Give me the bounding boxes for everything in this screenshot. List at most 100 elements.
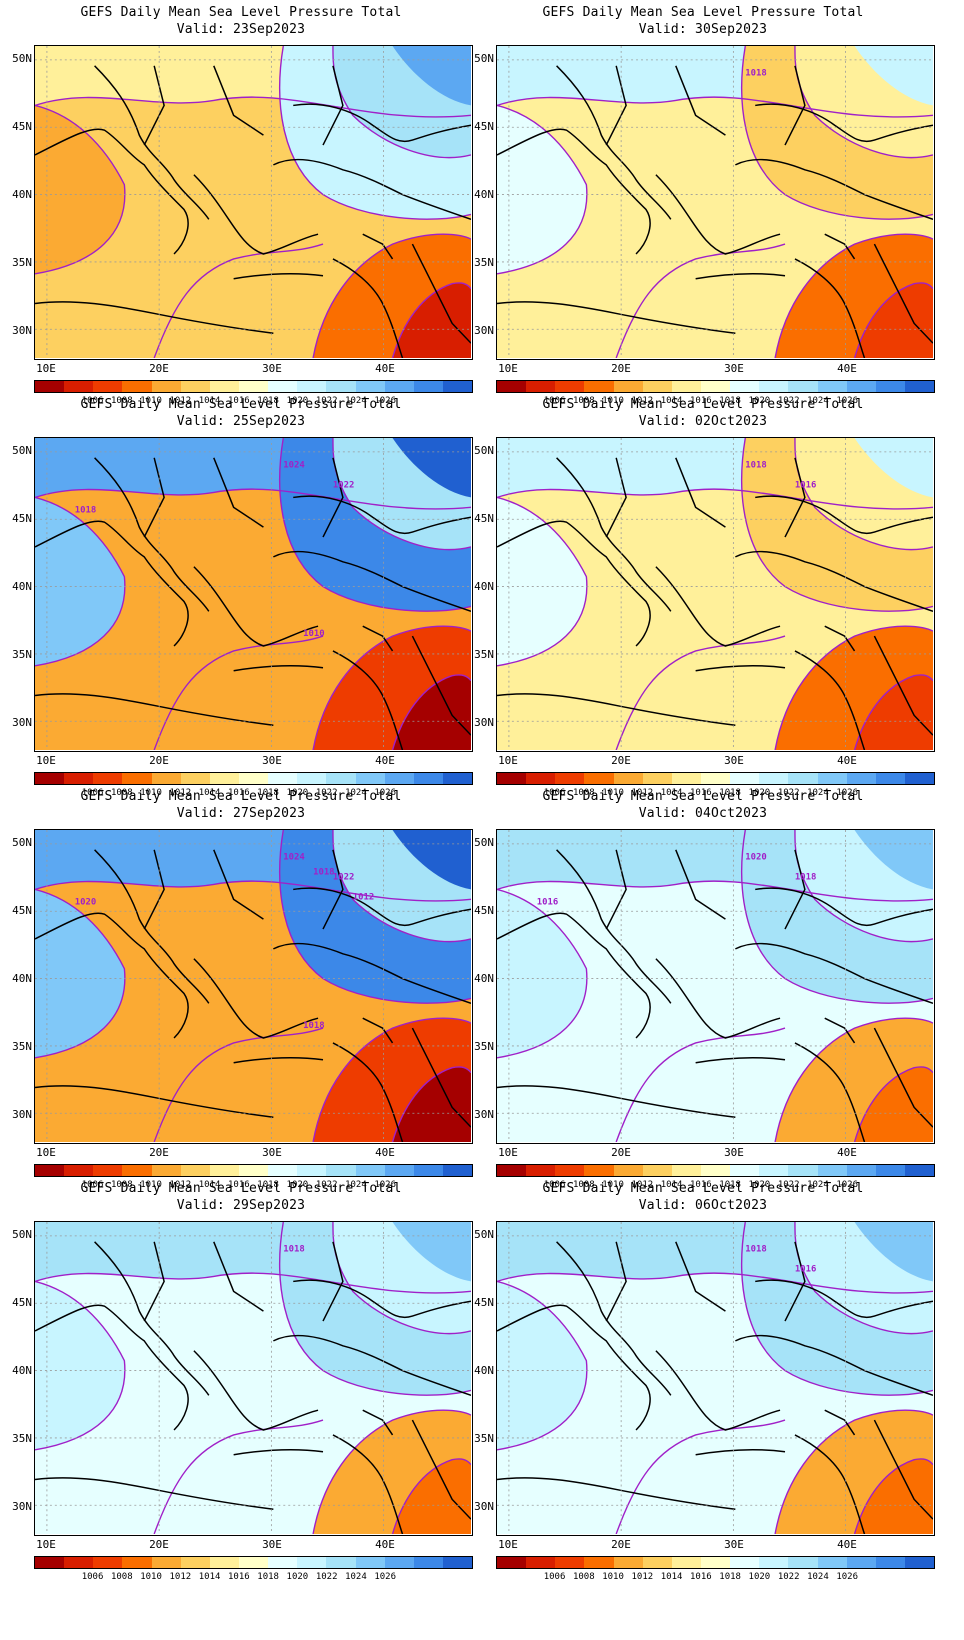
isobar-line (391, 282, 471, 358)
pressure-map: 1024 1022 1020 1018 1018 1012 (34, 829, 473, 1144)
lon-label: 30E (724, 362, 744, 375)
pressure-map: 1018 1016 (496, 1221, 935, 1536)
lat-label: 30N (474, 324, 494, 337)
isobar-label: 1012 (353, 892, 374, 902)
pressure-field (392, 1066, 471, 1142)
pressure-field (854, 830, 933, 890)
colorbar-label: 1014 (660, 1572, 683, 1582)
coastline (273, 1334, 471, 1397)
lat-label: 35N (12, 256, 32, 269)
isobar-line (774, 1409, 933, 1534)
coastline (824, 1409, 856, 1436)
lat-label: 40N (474, 1364, 494, 1377)
lon-label: 30E (262, 362, 282, 375)
colorbar-swatch (151, 1557, 181, 1568)
colorbar-swatch (613, 1557, 643, 1568)
colorbar-swatch (671, 1165, 701, 1176)
colorbar-label: 1006 (81, 1180, 104, 1190)
panel-valid-date: Valid: 30Sep2023 (638, 22, 768, 37)
colorbar-label: 1024 (345, 1180, 367, 1190)
colorbar-swatch (151, 1165, 181, 1176)
lat-label: 40N (474, 580, 494, 593)
isobar-line (741, 830, 933, 1004)
coastline (193, 174, 319, 255)
isobar-line (279, 46, 471, 220)
colorbar-label: 1012 (631, 1180, 654, 1190)
isobar-line (35, 1272, 471, 1294)
coastline (497, 693, 736, 726)
pressure-map: 1020 1018 1016 (496, 829, 935, 1144)
lat-label: 50N (474, 444, 494, 457)
colorbar-label: 1008 (110, 1572, 133, 1582)
coastline (362, 1017, 394, 1044)
colorbar (496, 772, 935, 785)
lat-label: 40N (12, 188, 32, 201)
panel-valid-date: Valid: 02Oct2023 (638, 414, 768, 429)
isobar-line (497, 488, 933, 510)
coastline (735, 1334, 933, 1397)
colorbar-swatch (788, 773, 818, 784)
coastline (794, 650, 866, 750)
coastline (873, 1419, 933, 1520)
lat-label: 45N (474, 120, 494, 133)
colorbar-label: 1024 (807, 396, 829, 406)
coastline (675, 1241, 726, 1312)
colorbar-label: 1026 (374, 788, 397, 798)
colorbar-swatch (846, 381, 876, 392)
colorbar-swatch (35, 1165, 65, 1176)
colorbar-label: 1024 (345, 1572, 367, 1582)
pressure-field (854, 674, 933, 750)
lat-label: 30N (12, 1108, 32, 1121)
isobar-label: 1016 (795, 1265, 816, 1275)
coastline (94, 849, 210, 1004)
colorbar-swatch (875, 381, 905, 392)
colorbar-label: 1014 (198, 1180, 221, 1190)
colorbar-swatch (64, 1557, 94, 1568)
colorbar-label: 1010 (602, 788, 624, 798)
colorbar-swatch (384, 1557, 414, 1568)
isobar-label: 1018 (313, 868, 334, 878)
coastline (332, 258, 404, 358)
colorbar-swatch (122, 1557, 152, 1568)
isobar-line (497, 880, 933, 902)
lat-label: 35N (474, 256, 494, 269)
lat-label: 35N (474, 1040, 494, 1053)
isobar-line (497, 496, 588, 667)
pressure-field (35, 497, 125, 666)
pressure-field (392, 1222, 471, 1282)
isobar-line (312, 1017, 471, 1142)
map-panel: GEFS Daily Mean Sea Level Pressure Total… (462, 1176, 944, 1586)
lon-label: 40E (837, 1538, 857, 1551)
colorbar-label: 1022 (315, 396, 338, 406)
colorbar-label: 1026 (374, 1572, 397, 1582)
lon-label: 30E (724, 754, 744, 767)
lat-label: 45N (12, 1296, 32, 1309)
colorbar-swatch (180, 773, 210, 784)
colorbar-swatch (730, 1165, 760, 1176)
panel-title: GEFS Daily Mean Sea Level Pressure Total (542, 397, 864, 412)
colorbar (496, 380, 935, 393)
coastline (556, 849, 672, 1004)
colorbar-swatch (642, 1557, 672, 1568)
colorbar-label: 1010 (140, 788, 162, 798)
colorbar-swatch (700, 1165, 731, 1176)
lon-label: 20E (611, 362, 631, 375)
isobar-line (615, 635, 786, 750)
lon-label: 10E (498, 1146, 518, 1159)
colorbar-swatch (700, 1557, 731, 1568)
lat-label: 40N (474, 188, 494, 201)
isobar-label: 1024 (283, 461, 304, 471)
coastline (695, 1448, 786, 1456)
coastline (675, 65, 726, 136)
coastline (293, 103, 471, 143)
colorbar-label: 1016 (228, 788, 250, 798)
coastline (695, 272, 786, 280)
coastline (35, 693, 274, 726)
pressure-field (854, 1066, 933, 1142)
lat-label: 50N (474, 52, 494, 65)
colorbar-swatch (642, 1165, 672, 1176)
lat-label: 30N (474, 1500, 494, 1513)
colorbar-swatch (355, 1165, 385, 1176)
lat-label: 50N (12, 52, 32, 65)
colorbar-swatch (151, 381, 181, 392)
